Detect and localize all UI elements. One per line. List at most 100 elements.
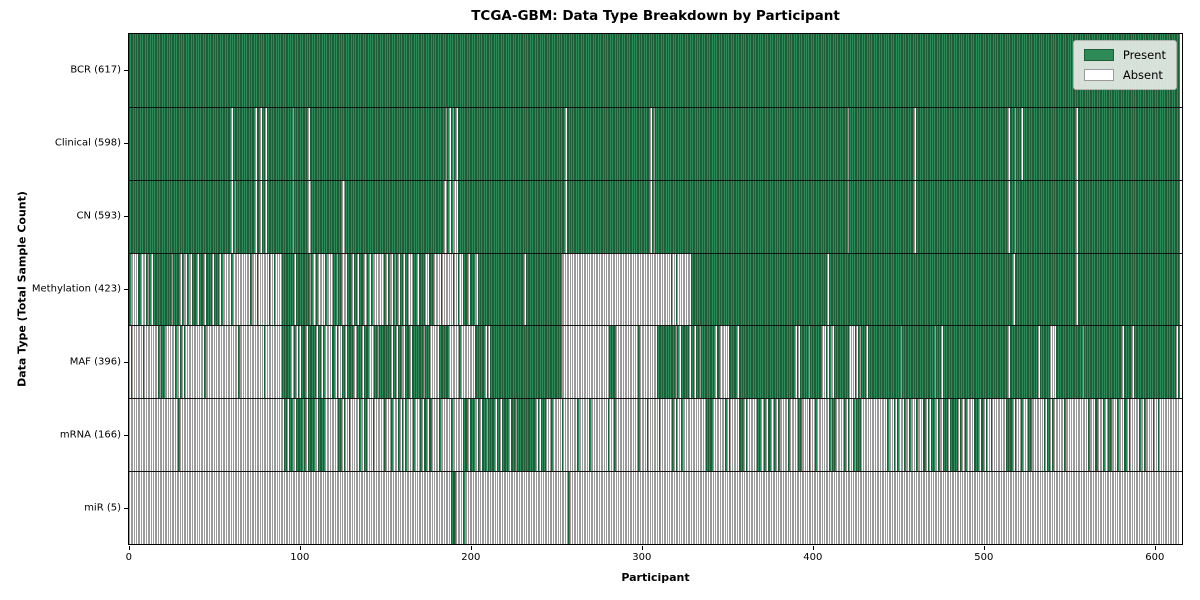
cell-absent <box>570 472 572 544</box>
cell-absent <box>1098 399 1100 472</box>
cell-present <box>776 326 778 399</box>
cell-absent <box>629 399 632 472</box>
cell-present <box>806 107 809 180</box>
cell-absent <box>193 472 196 544</box>
cell-present <box>745 326 748 399</box>
cell-present <box>457 34 460 107</box>
cell-present <box>769 180 772 253</box>
cell-absent <box>864 399 867 472</box>
cell-absent <box>619 472 622 544</box>
cell-absent <box>1147 472 1150 544</box>
cell-absent <box>777 472 780 544</box>
cell-present <box>239 34 242 107</box>
cell-present <box>691 180 693 253</box>
cell-present <box>760 253 763 326</box>
cell-present <box>452 253 455 326</box>
cell-present <box>604 180 606 253</box>
cell-absent <box>149 399 152 472</box>
cell-present <box>834 326 836 399</box>
cell-present <box>629 180 632 253</box>
cell-absent <box>1173 472 1175 544</box>
cell-absent <box>413 472 416 544</box>
cell-present <box>542 399 545 472</box>
cell-absent <box>779 472 782 544</box>
cell-absent <box>513 472 516 544</box>
cell-present <box>173 34 175 107</box>
cell-present <box>949 253 952 326</box>
cell-present <box>806 253 809 326</box>
cell-present <box>1099 253 1102 326</box>
cell-absent <box>266 472 269 544</box>
cell-present <box>181 253 184 326</box>
cell-present <box>517 34 520 107</box>
cell-present <box>878 107 881 180</box>
cell-absent <box>365 253 368 326</box>
cell-absent <box>898 472 901 544</box>
cell-absent <box>902 472 904 544</box>
cell-absent <box>983 399 986 472</box>
cell-absent <box>994 399 996 472</box>
cell-present <box>960 399 962 472</box>
cell-present <box>1087 180 1090 253</box>
cell-present <box>275 180 278 253</box>
cell-absent <box>445 180 448 253</box>
cell-absent <box>1082 326 1085 399</box>
cell-absent <box>1159 472 1162 544</box>
cell-absent <box>1009 472 1012 544</box>
cell-present <box>764 180 766 253</box>
cell-absent <box>353 326 356 399</box>
cell-present <box>331 34 334 107</box>
cell-present <box>227 107 230 180</box>
cell-present <box>256 180 259 253</box>
cell-present <box>682 34 685 107</box>
cell-present <box>367 253 370 326</box>
cell-absent <box>825 472 828 544</box>
cell-present <box>883 180 886 253</box>
cell-present <box>965 180 967 253</box>
cell-absent <box>142 472 145 544</box>
cell-absent <box>1079 472 1082 544</box>
cell-present <box>542 253 545 326</box>
cell-present <box>512 107 514 180</box>
cell-present <box>936 34 938 107</box>
cell-absent <box>706 472 709 544</box>
cell-absent <box>619 253 622 326</box>
cell-present <box>811 34 814 107</box>
cell-absent <box>1132 472 1134 544</box>
cell-absent <box>868 399 870 472</box>
cell-present <box>367 180 370 253</box>
cell-present <box>384 326 387 399</box>
cell-present <box>634 180 637 253</box>
cell-present <box>352 107 354 180</box>
cell-absent <box>803 472 806 544</box>
cell-absent <box>861 472 864 544</box>
cell-present <box>285 399 288 472</box>
cell-present <box>972 326 974 399</box>
cell-absent <box>403 253 405 326</box>
cell-present <box>207 180 210 253</box>
cell-present <box>912 107 915 180</box>
cell-present <box>960 253 962 326</box>
cell-absent <box>333 399 336 472</box>
cell-absent <box>270 326 273 399</box>
cell-present <box>755 107 758 180</box>
cell-absent <box>583 472 586 544</box>
cell-present <box>718 180 720 253</box>
cell-present <box>983 180 986 253</box>
cell-present <box>871 34 874 107</box>
cell-present <box>706 326 709 399</box>
cell-present <box>529 107 531 180</box>
cell-present <box>372 34 375 107</box>
cell-present <box>554 34 557 107</box>
cell-present <box>440 34 443 107</box>
cell-present <box>1072 180 1075 253</box>
cell-present <box>660 107 663 180</box>
cell-absent <box>292 180 295 253</box>
cell-absent <box>873 399 875 472</box>
cell-present <box>893 399 896 472</box>
cell-present <box>719 253 722 326</box>
y-tick-mark <box>124 142 128 144</box>
cell-absent <box>375 399 378 472</box>
cell-present <box>1132 107 1134 180</box>
cell-absent <box>410 253 412 326</box>
